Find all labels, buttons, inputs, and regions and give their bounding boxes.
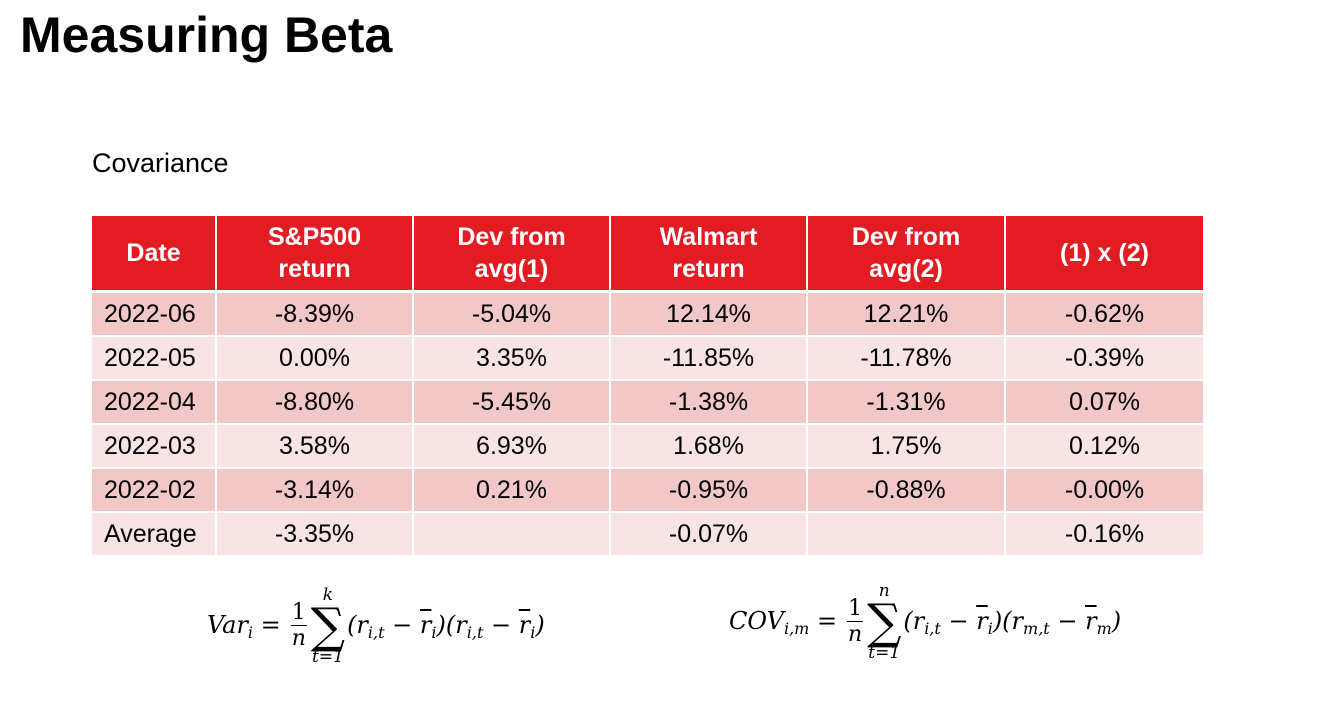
cell-date: 2022-04: [92, 380, 217, 425]
table-row-average: Average -3.35% -0.07% -0.16%: [92, 512, 1203, 557]
cell-sp500-return: -8.39%: [216, 291, 414, 337]
header-date: Date: [92, 216, 217, 293]
table-row: 2022-05 0.00% 3.35% -11.85% -11.78% -0.3…: [92, 336, 1203, 381]
cell-dev-avg-1: -5.04%: [413, 291, 611, 337]
cell-date: 2022-02: [92, 468, 217, 513]
cell-dev-avg-2: -0.88%: [807, 468, 1006, 513]
variance-lhs: Vari =: [207, 610, 281, 642]
variance-sum-upper: k: [322, 585, 334, 605]
header-dev-avg-2-text: Dev from avg(2): [851, 223, 961, 283]
variance-frac-den: n: [291, 625, 306, 651]
cell-product-average: -0.16%: [1005, 512, 1203, 557]
page-title: Measuring Beta: [20, 7, 393, 63]
header-dev-avg-2: Dev from avg(2): [807, 216, 1006, 293]
header-walmart-return: Walmart return: [610, 216, 808, 293]
section-subtitle: Covariance: [92, 148, 229, 178]
cell-sp500-return: 0.00%: [216, 336, 414, 381]
cell-date: 2022-06: [92, 291, 217, 337]
cell-dev-avg-2: -1.31%: [807, 380, 1006, 425]
covariance-sum-upper: n: [878, 581, 890, 601]
cell-sp500-return: -8.80%: [216, 380, 414, 425]
cell-sp500-average: -3.35%: [216, 512, 414, 557]
cell-walmart-return: 1.68%: [610, 424, 808, 469]
cell-product: -0.39%: [1005, 336, 1203, 381]
variance-fraction: 1 n: [290, 599, 307, 652]
covariance-lhs-name: COV: [729, 606, 784, 635]
cell-dev-avg-2: -11.78%: [807, 336, 1006, 381]
covariance-frac-den: n: [847, 621, 863, 647]
cell-product: -0.62%: [1005, 291, 1203, 337]
cell-dev-avg-1: 0.21%: [413, 468, 611, 513]
table-row: 2022-06 -8.39% -5.04% 12.14% 12.21% -0.6…: [92, 291, 1203, 337]
cell-empty: [413, 512, 611, 557]
header-dev-avg-1-text: Dev from avg(1): [457, 223, 566, 283]
cell-dev-avg-1: 3.35%: [413, 336, 611, 381]
covariance-sum-lower: t=1: [868, 643, 901, 663]
covariance-fraction: 1 n: [847, 595, 864, 648]
cell-date: 2022-05: [92, 336, 217, 381]
cell-sp500-return: -3.14%: [216, 468, 414, 513]
fraction-bar: [847, 620, 864, 622]
cell-date: 2022-03: [92, 424, 217, 469]
header-sp500-return-text: S&P500 return: [267, 223, 362, 283]
sigma-icon: ∑: [310, 598, 346, 654]
cell-sp500-return: 3.58%: [216, 424, 414, 469]
variance-sum-lower: t=1: [311, 647, 344, 667]
covariance-sum: n ∑ t=1: [867, 582, 901, 662]
header-dev-avg-1: Dev from avg(1): [413, 216, 611, 293]
cell-walmart-return: -0.95%: [610, 468, 808, 513]
variance-frac-num: 1: [291, 599, 306, 625]
cell-dev-avg-2: 1.75%: [807, 424, 1006, 469]
cell-dev-avg-1: 6.93%: [413, 424, 611, 469]
cell-dev-avg-2: 12.21%: [807, 291, 1006, 337]
cell-product: -0.00%: [1005, 468, 1203, 513]
cell-product: 0.12%: [1005, 424, 1203, 469]
cell-average-label: Average: [92, 512, 217, 557]
sigma-icon: ∑: [867, 594, 902, 650]
table-header-row: Date S&P500 return Dev from avg(1) Walma…: [92, 216, 1203, 293]
header-product: (1) x (2): [1005, 216, 1203, 293]
cell-walmart-average: -0.07%: [610, 512, 808, 557]
covariance-frac-num: 1: [848, 595, 863, 621]
cell-dev-avg-1: -5.45%: [413, 380, 611, 425]
covariance-formula: COVi,m = 1 n n ∑ t=1 (ri,t − ri)(rm,t − …: [729, 582, 1121, 662]
covariance-lhs-sub: i,m: [783, 618, 810, 638]
header-walmart-return-text: Walmart return: [659, 223, 758, 283]
variance-body: (ri,t − ri)(ri,t − ri): [347, 610, 545, 642]
cell-product: 0.07%: [1005, 380, 1203, 425]
cell-walmart-return: -1.38%: [610, 380, 808, 425]
variance-lhs-name: Var: [207, 610, 248, 639]
table-row: 2022-02 -3.14% 0.21% -0.95% -0.88% -0.00…: [92, 468, 1203, 513]
table-row: 2022-03 3.58% 6.93% 1.68% 1.75% 0.12%: [92, 424, 1203, 469]
fraction-bar: [290, 624, 307, 626]
variance-lhs-sub: i: [247, 622, 254, 642]
cell-empty: [807, 512, 1006, 557]
covariance-lhs: COVi,m =: [729, 606, 838, 638]
cell-walmart-return: -11.85%: [610, 336, 808, 381]
variance-formula: Vari = 1 n k ∑ t=1 (ri,t − ri)(ri,t − ri…: [207, 586, 545, 666]
header-sp500-return: S&P500 return: [216, 216, 414, 293]
cell-walmart-return: 12.14%: [610, 291, 808, 337]
covariance-body: (ri,t − ri)(rm,t − rm): [903, 606, 1122, 638]
variance-sum: k ∑ t=1: [311, 586, 345, 666]
covariance-table: Date S&P500 return Dev from avg(1) Walma…: [92, 216, 1203, 557]
table-row: 2022-04 -8.80% -5.45% -1.38% -1.31% 0.07…: [92, 380, 1203, 425]
